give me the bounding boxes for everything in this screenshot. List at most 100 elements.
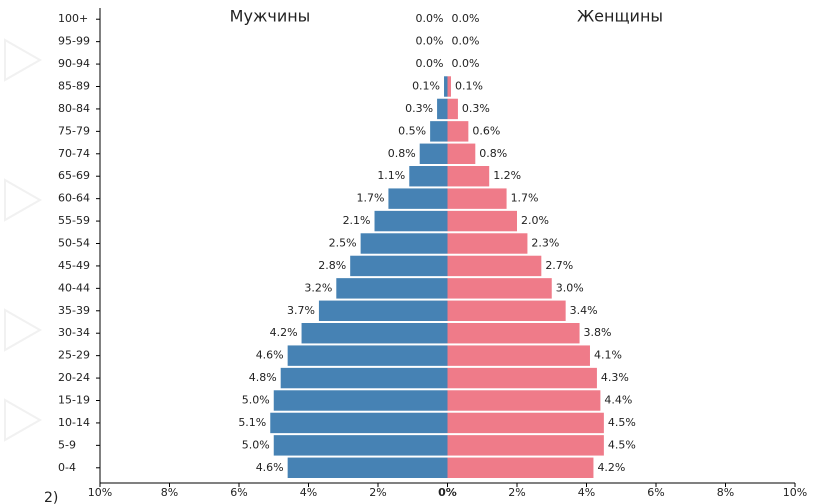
bar — [430, 121, 448, 142]
bar-label: 5.0% — [242, 394, 270, 407]
bar-label: 3.2% — [304, 281, 332, 294]
bar-label: 1.7% — [511, 192, 539, 205]
x-tick-label: 6% — [230, 486, 247, 499]
bar — [447, 300, 566, 321]
y-tick-label: 30-34 — [58, 326, 90, 339]
bar-label: 0.0% — [416, 35, 444, 48]
background-decoration — [4, 38, 43, 442]
y-tick-label: 100+ — [58, 12, 88, 25]
y-tick-label: 95-99 — [58, 35, 90, 48]
bar-label: 4.5% — [608, 416, 636, 429]
bar — [447, 457, 594, 478]
x-tick-label: 4% — [300, 486, 317, 499]
bar-label: 4.4% — [604, 394, 632, 407]
bar-label: 0.0% — [452, 57, 480, 70]
bar — [270, 412, 448, 434]
bar-label: 4.5% — [608, 438, 636, 451]
bar — [447, 210, 517, 232]
bar — [273, 435, 448, 456]
bar-label: 5.1% — [238, 416, 266, 429]
bar-label: 1.7% — [356, 192, 384, 205]
y-tick-label: 10-14 — [58, 416, 90, 429]
bar — [301, 323, 448, 344]
y-tick-label: 0-4 — [58, 461, 76, 474]
bar — [447, 367, 597, 389]
y-tick-label: 60-64 — [58, 192, 90, 205]
bar — [273, 390, 448, 411]
bar — [447, 143, 476, 164]
y-tick-label: 45-49 — [58, 259, 90, 272]
bar-label: 2.5% — [329, 237, 357, 250]
bar-label: 1.1% — [377, 169, 405, 182]
bar-label: 2.0% — [521, 214, 549, 227]
bar — [437, 98, 448, 120]
bar — [287, 457, 448, 478]
bar-label: 0.0% — [452, 35, 480, 48]
y-tick-label: 25-29 — [58, 349, 90, 362]
bar-label: 3.7% — [287, 304, 315, 317]
bar-label: 0.3% — [462, 102, 490, 115]
bar — [318, 300, 448, 321]
bar — [447, 233, 528, 254]
bar — [374, 210, 448, 232]
bar — [447, 188, 507, 209]
bar-label: 2.8% — [318, 259, 346, 272]
bar-label: 4.2% — [597, 461, 625, 474]
y-tick-label: 90-94 — [58, 57, 90, 70]
bar-label: 0.1% — [412, 80, 440, 93]
bar — [409, 166, 448, 187]
bar-label: 2.1% — [343, 214, 371, 227]
y-tick-label: 20-24 — [58, 371, 90, 384]
bar-label: 4.6% — [256, 349, 284, 362]
bar-label: 1.2% — [493, 169, 521, 182]
bar-label: 5.0% — [242, 438, 270, 451]
bar-label: 0.0% — [416, 57, 444, 70]
bar-label: 4.8% — [249, 371, 277, 384]
y-tick-label: 85-89 — [58, 80, 90, 93]
bar — [447, 412, 604, 434]
bar-label: 4.3% — [601, 371, 629, 384]
bar-label: 4.2% — [270, 326, 298, 339]
bar — [447, 166, 490, 187]
bar-label: 0.3% — [405, 102, 433, 115]
bar — [444, 76, 448, 97]
bar — [336, 278, 448, 299]
x-tick-label: 10% — [88, 486, 112, 499]
annotation: 2) — [44, 490, 58, 504]
y-tick-label: 75-79 — [58, 124, 90, 137]
bar — [447, 255, 542, 277]
bar — [360, 233, 448, 254]
bar — [419, 143, 448, 164]
bar-label: 0.6% — [472, 124, 500, 137]
bar-label: 2.3% — [531, 237, 559, 250]
bar-label: 0.8% — [388, 147, 416, 160]
bar — [447, 98, 458, 120]
y-tick-label: 65-69 — [58, 169, 90, 182]
bar — [447, 121, 469, 142]
x-tick-label: 8% — [717, 486, 734, 499]
bar-label: 0.0% — [416, 12, 444, 25]
y-tick-label: 80-84 — [58, 102, 90, 115]
bar-label: 4.6% — [256, 461, 284, 474]
bar — [447, 323, 580, 344]
y-tick-label: 5-9 — [58, 438, 76, 451]
bar-label: 0.5% — [398, 124, 426, 137]
y-tick-label: 70-74 — [58, 147, 90, 160]
bar-label: 2.7% — [545, 259, 573, 272]
x-tick-label: 6% — [647, 486, 664, 499]
bar-label: 0.0% — [452, 12, 480, 25]
x-tick-label: 2% — [508, 486, 525, 499]
bar — [350, 255, 448, 277]
bar-label: 4.1% — [594, 349, 622, 362]
y-tick-label: 55-59 — [58, 214, 90, 227]
bar-label: 3.4% — [570, 304, 598, 317]
bar — [447, 390, 601, 411]
bar — [447, 435, 604, 456]
bar — [447, 278, 552, 299]
y-tick-label: 15-19 — [58, 394, 90, 407]
right-title: Женщины — [577, 7, 663, 26]
x-tick-label: 4% — [578, 486, 595, 499]
bar-label: 0.1% — [455, 80, 483, 93]
